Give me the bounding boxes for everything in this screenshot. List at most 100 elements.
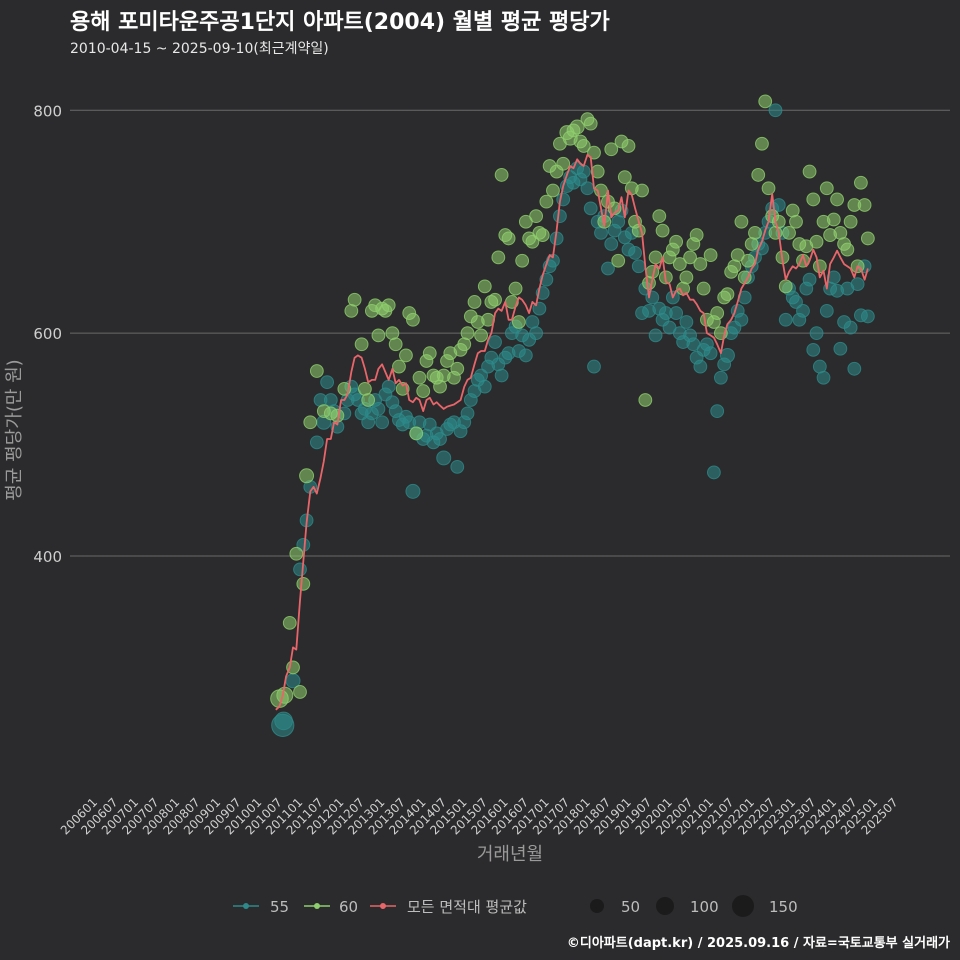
point-60	[693, 257, 708, 271]
point-60	[652, 209, 667, 224]
point-60	[741, 253, 755, 268]
chart-title: 용해 포미타운주공1단지 아파트(2004) 월별 평균 평당가	[70, 10, 610, 35]
x-tick-labels: 2006012006072007012007072008012008072009…	[58, 795, 901, 837]
point-60	[381, 298, 396, 313]
point-55	[587, 359, 601, 374]
point-60	[689, 228, 704, 242]
point-60	[638, 393, 653, 407]
point-60	[494, 168, 509, 182]
point-60	[539, 194, 554, 209]
point-55	[806, 342, 821, 357]
point-55	[703, 346, 718, 361]
point-60	[761, 181, 776, 196]
point-55	[768, 103, 783, 118]
y-tick-label: 400	[33, 548, 62, 566]
point-60	[720, 287, 735, 302]
point-55	[734, 312, 749, 327]
point-60	[809, 234, 824, 249]
point-60	[412, 370, 427, 385]
point-60	[648, 250, 663, 265]
point-55	[320, 375, 335, 390]
chart-subtitle: 2010-04-15 ~ 2025-09-10(최근계약일)	[70, 41, 329, 57]
point-60	[491, 250, 506, 265]
point-55	[833, 341, 848, 356]
point-60	[751, 168, 766, 182]
point-60	[299, 468, 315, 484]
point-55	[460, 406, 475, 421]
point-55	[669, 306, 684, 320]
point-55	[381, 379, 396, 394]
point-60	[857, 198, 872, 212]
legend-dot-60	[314, 903, 320, 909]
credit-text: ©디아파트(dapt.kr) / 2025.09.16 / 자료=국토교통부 실…	[567, 935, 950, 951]
point-55	[450, 459, 465, 474]
point-60	[546, 183, 560, 198]
point-60	[806, 192, 821, 207]
point-55	[771, 198, 786, 212]
point-60	[655, 223, 670, 238]
point-55	[796, 303, 810, 318]
point-60	[354, 337, 369, 352]
point-55	[576, 164, 591, 179]
point-55	[713, 370, 728, 385]
legend: 55 60 모든 면적대 평균값 50 100 150	[233, 895, 798, 917]
point-60	[758, 94, 773, 109]
legend-label-average: 모든 면적대 평균값	[407, 898, 527, 916]
point-60	[679, 270, 694, 285]
point-60	[460, 326, 475, 341]
point-60	[631, 223, 646, 238]
point-60	[843, 214, 858, 229]
point-60	[819, 181, 834, 196]
x-axis-title: 거래년월	[477, 844, 543, 865]
point-60	[611, 253, 626, 268]
legend-label-60: 60	[339, 898, 358, 916]
point-60	[583, 116, 598, 131]
point-60	[371, 328, 386, 343]
point-55	[631, 259, 646, 274]
point-60	[361, 393, 376, 407]
point-60	[303, 415, 318, 430]
point-60	[450, 361, 465, 376]
point-60	[406, 312, 420, 327]
point-60	[621, 139, 636, 153]
point-60	[474, 328, 488, 343]
point-60	[683, 250, 697, 265]
point-60	[778, 279, 793, 294]
point-55	[518, 348, 533, 363]
point-55	[679, 315, 694, 329]
point-60	[309, 364, 324, 378]
point-60	[748, 225, 762, 240]
point-55	[693, 359, 708, 374]
point-60	[860, 231, 875, 246]
y-axis-title: 평균 평당가(만 원)	[4, 359, 25, 500]
point-55	[843, 320, 858, 335]
point-60	[672, 257, 687, 271]
point-60	[347, 292, 362, 307]
point-60	[789, 214, 803, 229]
point-55	[580, 181, 595, 196]
point-55	[819, 303, 834, 318]
point-60	[529, 209, 544, 224]
y-tick-label: 800	[33, 102, 62, 120]
point-60	[282, 615, 297, 630]
point-60	[569, 119, 585, 135]
point-55	[433, 432, 447, 446]
point-55	[719, 347, 735, 363]
point-55	[583, 201, 598, 216]
point-60	[416, 384, 431, 398]
legend-label-55: 55	[270, 898, 289, 916]
point-60	[501, 231, 516, 246]
legend-size-150	[732, 895, 754, 917]
point-60	[604, 142, 619, 157]
point-55	[826, 270, 841, 285]
point-60	[388, 337, 403, 352]
point-55	[710, 404, 725, 419]
point-55	[274, 711, 293, 731]
point-60	[409, 426, 424, 441]
point-55	[556, 192, 571, 207]
point-55	[860, 309, 875, 324]
point-60	[617, 170, 632, 185]
y-tick-labels: 400 600 800	[33, 102, 62, 566]
point-60	[399, 348, 413, 363]
